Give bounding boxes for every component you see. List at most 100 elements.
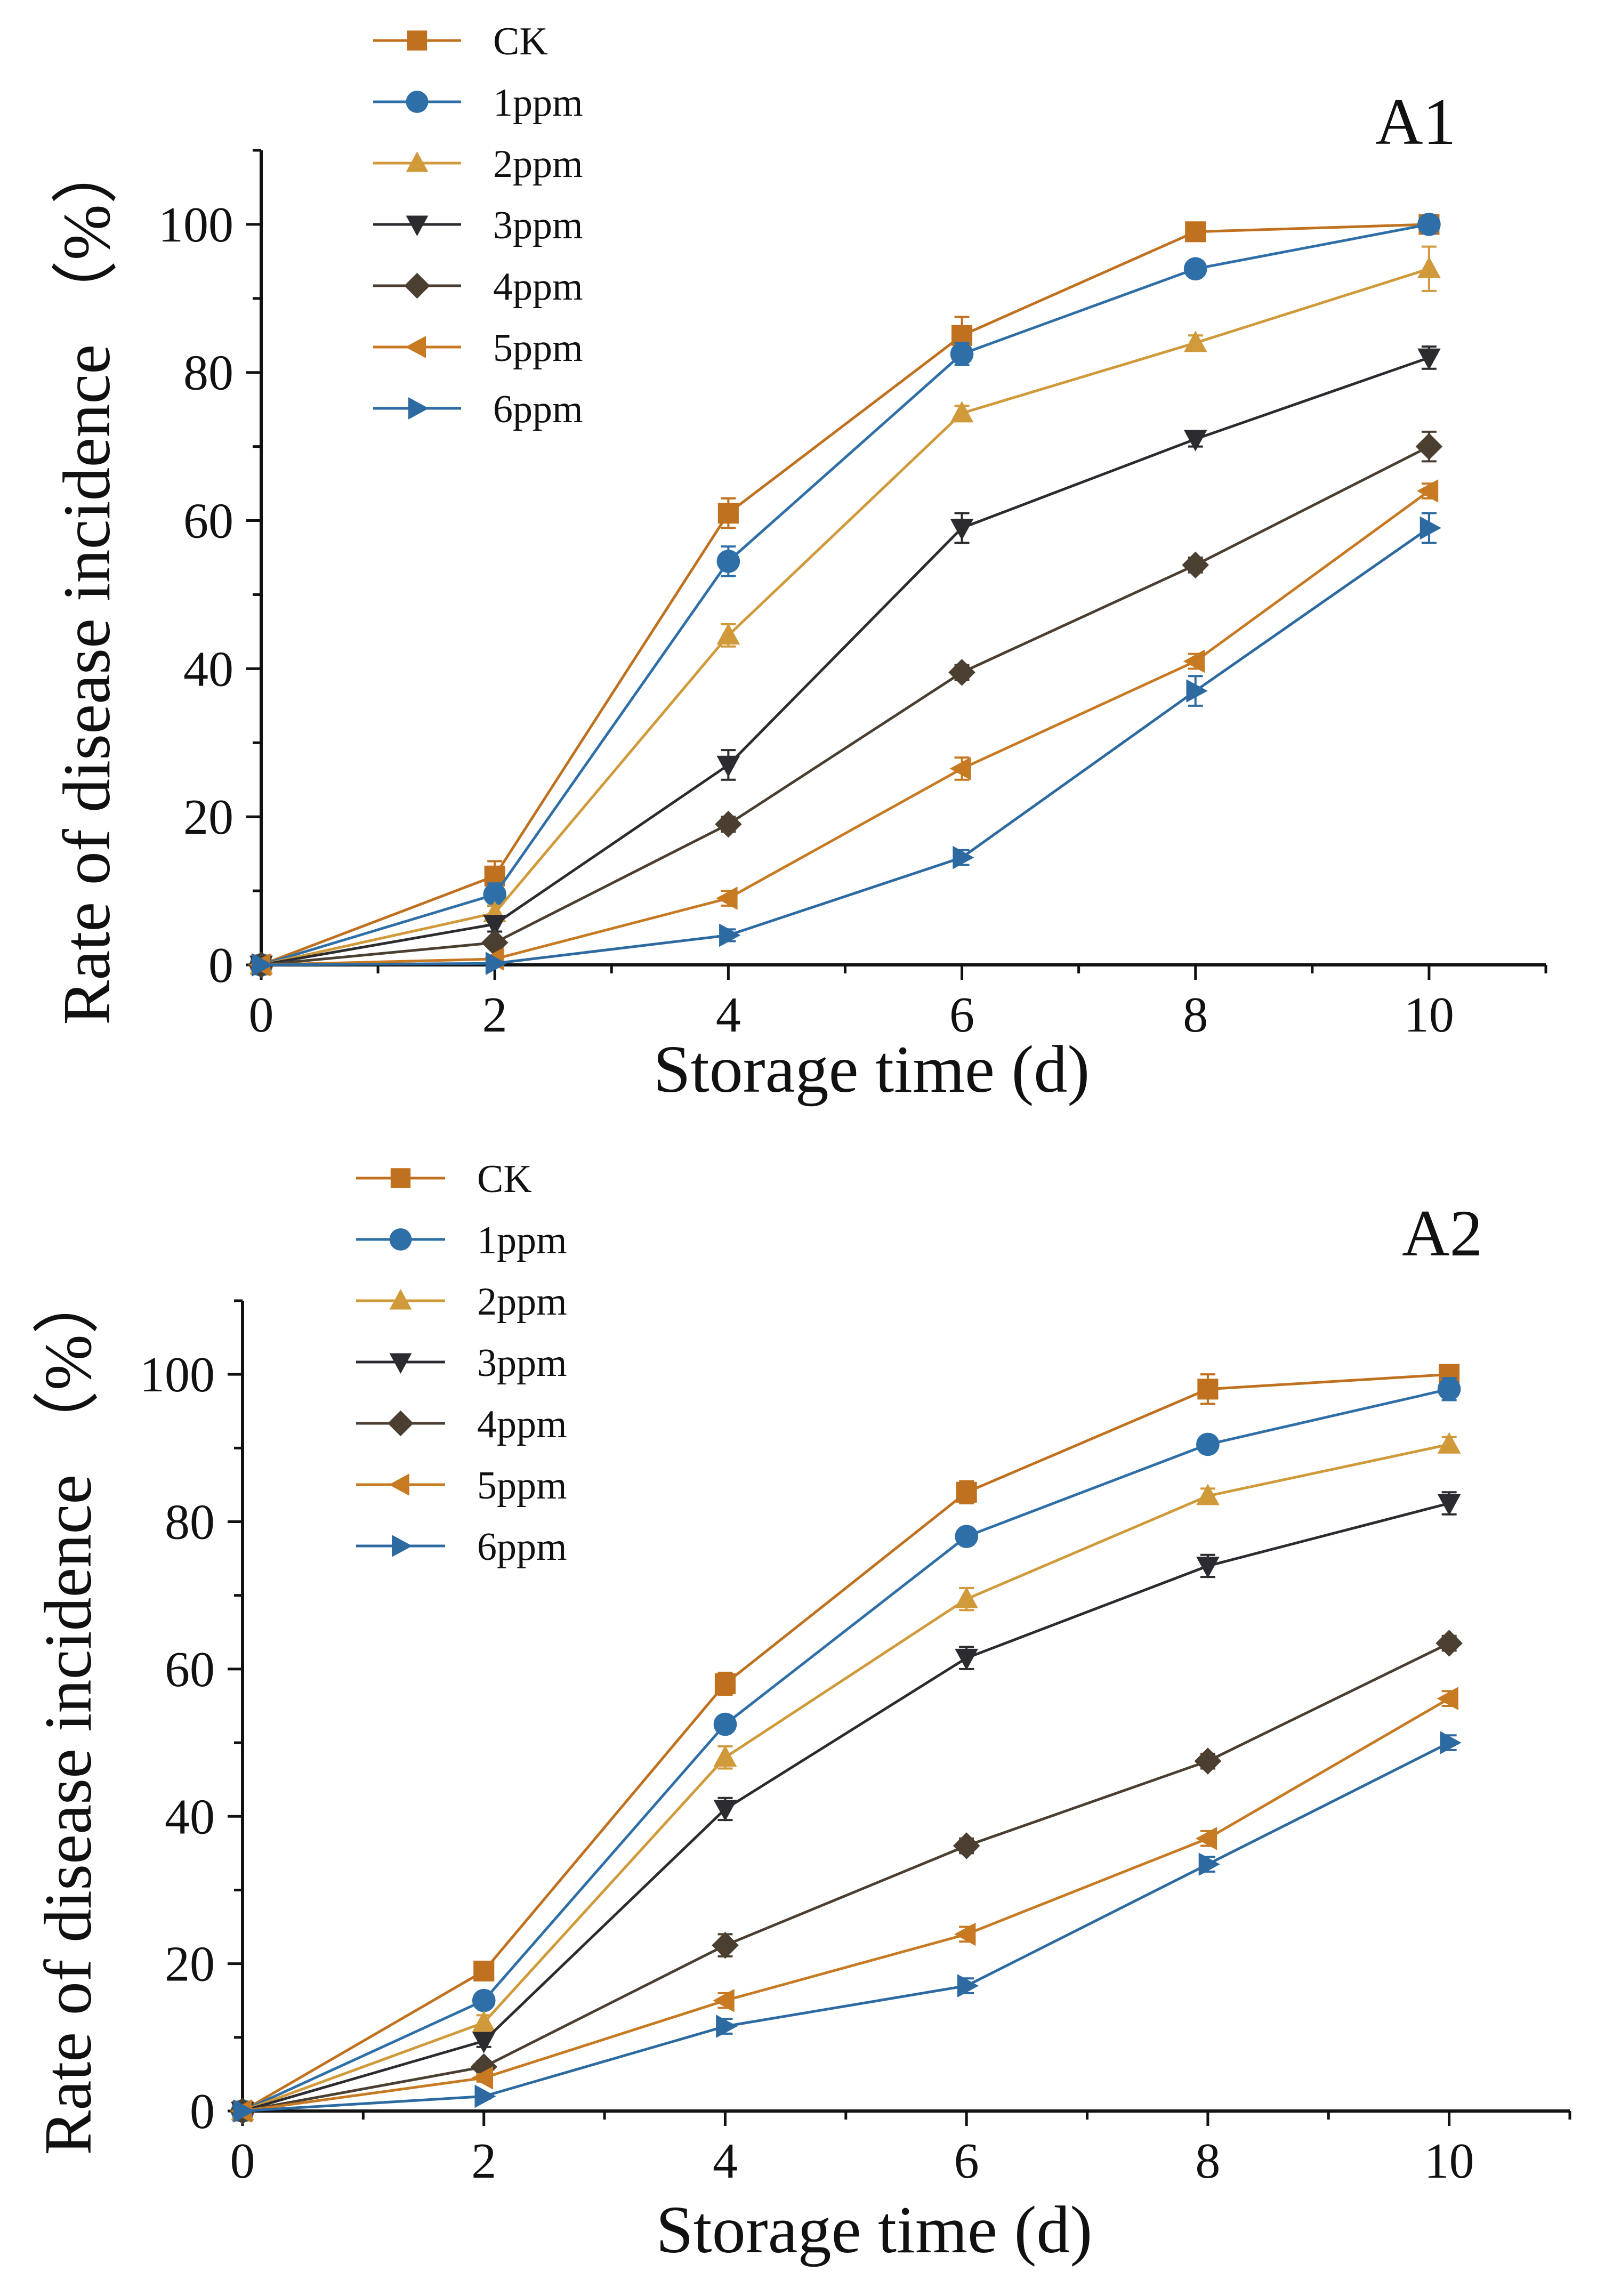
data-point: [473, 1960, 495, 1982]
series-line: [241, 1373, 1449, 2113]
x-tick-label: 8: [1183, 987, 1208, 1043]
legend-marker: [388, 1410, 414, 1437]
chart-panel-a2: 0 20 40 60 80 100 0 2 4 6 8 10 Storage time (d) Rate …: [31, 1157, 1571, 2267]
legend-label: 2ppm: [493, 142, 583, 186]
legend-label: 1ppm: [493, 81, 583, 125]
y-tick-label: 0: [190, 2084, 215, 2139]
legend-label: 6ppm: [493, 388, 583, 431]
panel-label: A1: [1375, 85, 1456, 158]
data-point: [1195, 1826, 1217, 1850]
x-tick-label: 2: [482, 987, 507, 1043]
legend-label: CK: [493, 20, 548, 63]
series-4ppm: [229, 1630, 1463, 2125]
legend-item-5ppm: 5ppm: [373, 326, 583, 370]
data-point: [1183, 331, 1207, 352]
series-1ppm: [249, 213, 1441, 977]
legend-marker: [404, 272, 430, 299]
data-point: [953, 845, 974, 869]
data-point: [716, 887, 738, 910]
y-tick-label: 80: [183, 345, 233, 401]
data-point: [948, 659, 975, 686]
data-point: [1198, 1852, 1220, 1876]
data-point: [1416, 479, 1439, 503]
series-line: [261, 223, 1430, 966]
series-line: [261, 356, 1430, 966]
data-point: [481, 929, 509, 956]
y-tick-label: 100: [140, 1347, 215, 1403]
data-point: [1196, 1484, 1220, 1505]
legend-marker: [408, 397, 429, 420]
data-point: [956, 1481, 977, 1503]
x-tick-label: 8: [1195, 2133, 1220, 2189]
data-point: [1437, 1377, 1461, 1401]
data-point: [950, 342, 974, 366]
data-point: [713, 1712, 737, 1736]
y-tick-label: 100: [158, 197, 233, 253]
legend-item-6ppm: 6ppm: [373, 388, 583, 431]
data-point: [1417, 256, 1441, 278]
data-point: [1437, 1432, 1461, 1454]
data-point: [1420, 516, 1441, 540]
data-point: [1417, 213, 1441, 236]
data-point: [472, 1988, 496, 2012]
y-tick-label: 20: [165, 1937, 215, 1992]
y-axis-title: Rate of disease incidence （%）: [50, 137, 124, 1025]
series-line: [261, 489, 1430, 966]
data-point: [955, 1586, 978, 1608]
series-line: [261, 445, 1430, 966]
legend-label: CK: [477, 1157, 532, 1201]
x-tick-label: 6: [954, 2133, 979, 2189]
data-point: [712, 1931, 739, 1959]
data-point: [233, 2099, 255, 2123]
legend-label: 4ppm: [493, 265, 583, 309]
data-point: [1194, 1747, 1222, 1775]
data-point: [1437, 1687, 1458, 1710]
data-point: [713, 1745, 737, 1767]
data-point: [1196, 1432, 1220, 1456]
series-6ppm: [233, 1731, 1462, 2123]
legend-marker: [389, 1473, 409, 1496]
legend-item-1ppm: 1ppm: [373, 81, 583, 125]
series-line: [241, 1388, 1450, 2113]
x-tick-label: 0: [249, 987, 274, 1043]
data-point: [717, 503, 739, 524]
legend-marker: [389, 1353, 412, 1374]
data-point: [719, 923, 741, 947]
legend-marker: [392, 1535, 413, 1557]
data-point: [949, 757, 971, 780]
x-axis-title: Storage time (d): [656, 2193, 1093, 2267]
legend-marker: [390, 1168, 411, 1188]
data-point: [472, 2010, 496, 2032]
series-ck: [232, 1364, 1460, 2122]
legend-marker: [405, 336, 426, 358]
legend-item-3ppm: 3ppm: [356, 1341, 567, 1385]
series-line: [261, 223, 1429, 966]
series-2ppm: [231, 1432, 1461, 2121]
data-point: [483, 883, 507, 906]
series-5ppm: [230, 1687, 1458, 2123]
y-tick-label: 80: [165, 1495, 215, 1550]
legend-marker: [406, 215, 429, 236]
data-point: [1182, 551, 1209, 579]
data-point: [1183, 430, 1207, 452]
legend-item-5ppm: 5ppm: [356, 1464, 567, 1508]
y-tick-label: 40: [183, 641, 233, 697]
x-tick-label: 4: [713, 2133, 738, 2189]
data-point: [957, 1974, 979, 1997]
series-line: [242, 1642, 1450, 2113]
data-point: [713, 1988, 735, 2012]
legend-label: 4ppm: [477, 1403, 567, 1446]
legend-label: 6ppm: [477, 1525, 567, 1569]
series-line: [261, 527, 1430, 966]
data-point: [471, 2066, 493, 2090]
legend-item-4ppm: 4ppm: [356, 1403, 567, 1446]
data-point: [1183, 649, 1205, 673]
data-point: [1417, 348, 1441, 370]
legend-item-ck: CK: [356, 1157, 532, 1201]
y-tick-label: 60: [183, 494, 233, 549]
x-axis-title: Storage time (d): [654, 1033, 1090, 1107]
data-point: [716, 2015, 738, 2038]
panel-label: A2: [1402, 1197, 1483, 1270]
data-point: [1437, 1494, 1461, 1516]
